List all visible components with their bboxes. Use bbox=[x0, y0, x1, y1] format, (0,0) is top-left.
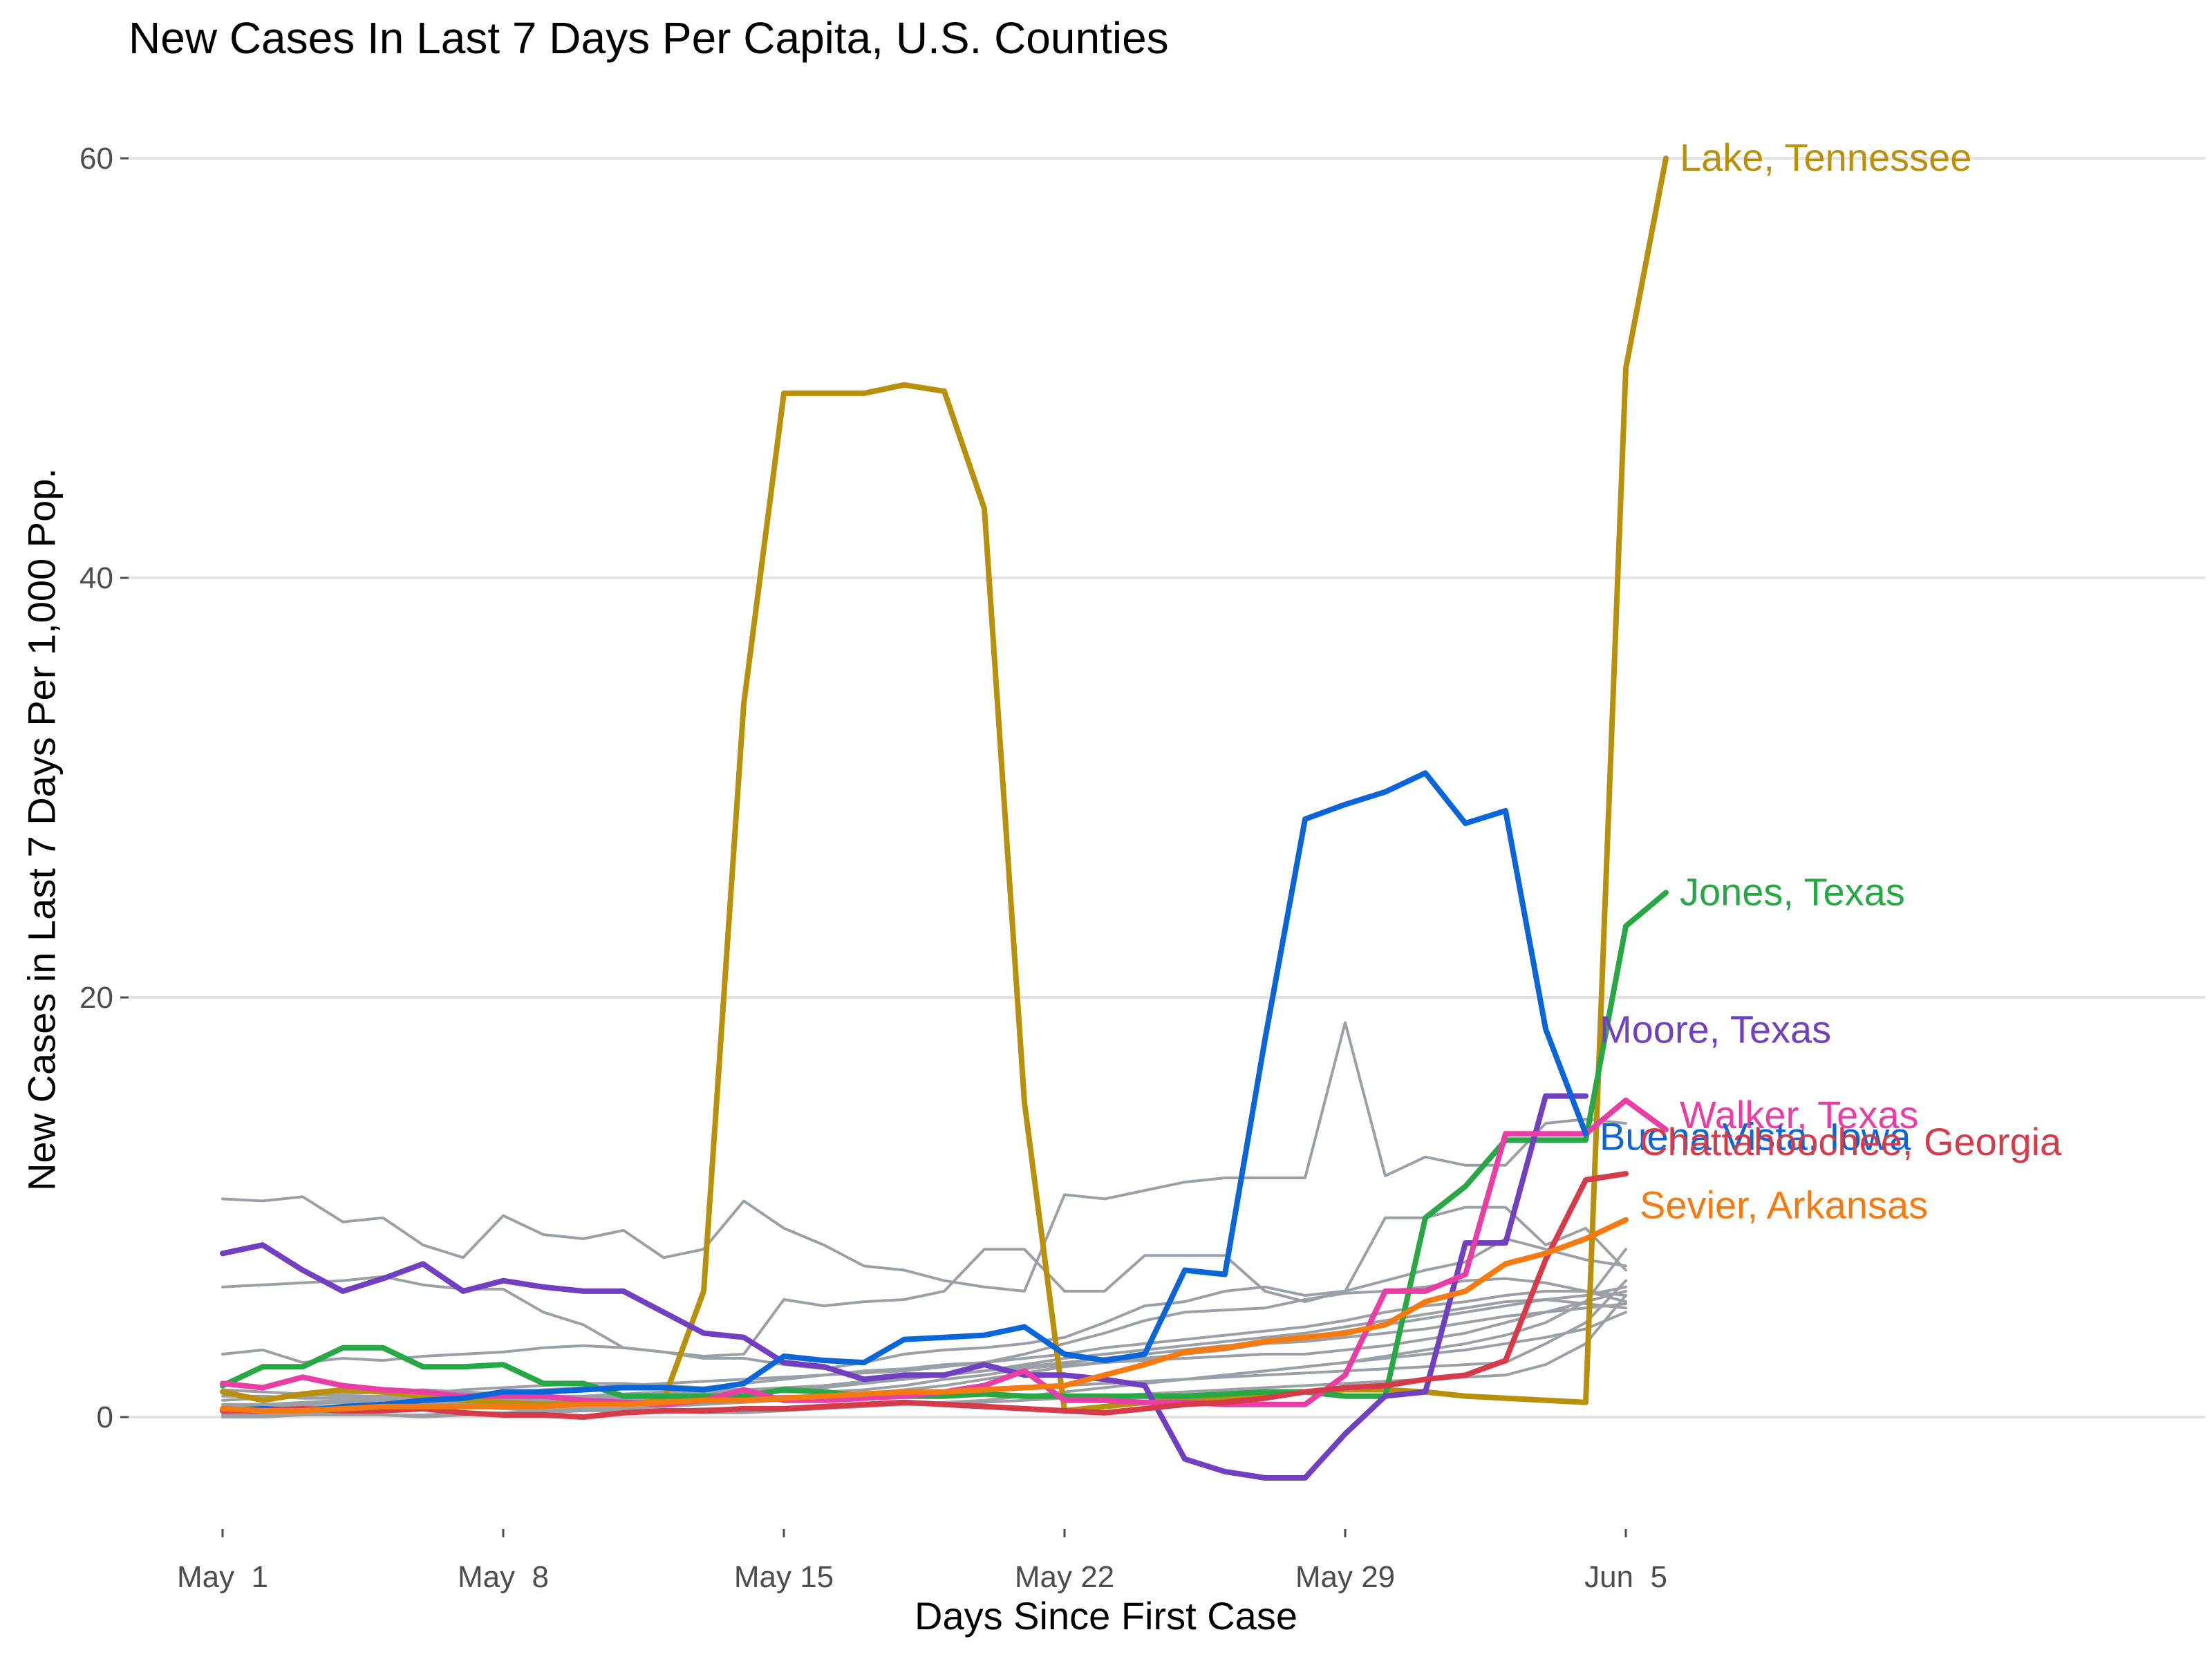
series-label: Jones, Texas bbox=[1680, 870, 1905, 913]
x-tick-label: May 1 bbox=[177, 1560, 268, 1594]
series-label: Buena Vista, Iowa bbox=[1600, 1114, 1911, 1158]
background-series-line bbox=[221, 1206, 1627, 1358]
x-axis-title: Days Since First Case bbox=[915, 1594, 1297, 1638]
background-series-line bbox=[221, 1289, 1627, 1400]
series-label: Moore, Texas bbox=[1600, 1008, 1831, 1051]
x-tick-label: May 29 bbox=[1295, 1560, 1395, 1594]
background-series-line bbox=[221, 1021, 1627, 1293]
background-series-group bbox=[221, 1021, 1627, 1418]
series-line bbox=[220, 1217, 1629, 1414]
series-line bbox=[220, 156, 1669, 1414]
y-tick-label: 60 bbox=[79, 142, 113, 176]
series-line bbox=[220, 1093, 1588, 1481]
x-tick-label: May 22 bbox=[1015, 1560, 1114, 1594]
series-labels: Lake, Tennessee Jones, Texas Moore, Texas W… bbox=[1600, 135, 2062, 1227]
series-line bbox=[220, 1170, 1629, 1420]
axis-ticks: 0 20 40 60 May 1 May 8 May 15 May 22 May 29 Jun 5 bbox=[79, 142, 1667, 1594]
highlighted-series-group bbox=[220, 156, 1669, 1481]
series-label: Sevier, Arkansas bbox=[1640, 1183, 1928, 1227]
x-tick-label: Jun 5 bbox=[1584, 1560, 1667, 1594]
y-tick-label: 0 bbox=[97, 1400, 113, 1434]
chart-title: New Cases In Last 7 Days Per Capita, U.S… bbox=[129, 13, 1169, 63]
series-label: Lake, Tennessee bbox=[1680, 135, 1971, 179]
series-line bbox=[220, 1097, 1669, 1407]
x-tick-label: May 15 bbox=[734, 1560, 834, 1594]
y-tick-label: 20 bbox=[79, 981, 113, 1015]
series-label: Walker, Texas bbox=[1680, 1093, 1918, 1136]
grid-lines bbox=[129, 157, 2205, 1418]
series-line bbox=[220, 890, 1669, 1399]
series-line bbox=[220, 770, 1588, 1414]
series-label: Chattahoochee, Georgia bbox=[1640, 1120, 2062, 1163]
y-tick-label: 40 bbox=[79, 561, 113, 595]
background-series-line bbox=[221, 1237, 1627, 1371]
x-tick-label: May 8 bbox=[458, 1560, 549, 1594]
